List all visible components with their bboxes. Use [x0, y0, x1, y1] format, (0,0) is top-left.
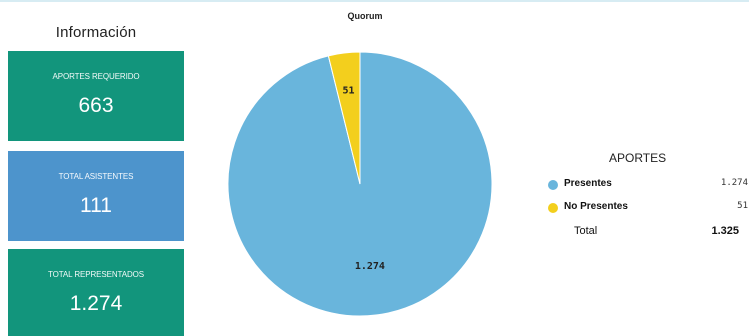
card-aportes-requerido: APORTES REQUERIDO 663 [8, 51, 184, 141]
legend-total-value: 1.325 [711, 225, 739, 237]
card-label: TOTAL ASISTENTES [58, 172, 134, 181]
card-value: 111 [80, 194, 112, 217]
legend-dot-presentes [548, 180, 558, 190]
quorum-pie-chart: 1.274 51 [227, 52, 493, 317]
legend-title: APORTES [609, 151, 667, 165]
legend-item-value: 51 [737, 201, 748, 211]
card-value: 663 [78, 94, 114, 117]
card-value: 1.274 [69, 292, 123, 315]
legend-total-label: Total [574, 225, 598, 237]
legend-item-no-presentes[interactable]: No Presentes 51 [548, 201, 748, 215]
legend-item-value: 1.274 [720, 178, 748, 188]
pie-slice-no-presentes[interactable] [327, 52, 361, 185]
legend-item-presentes[interactable]: Presentes 1.274 [548, 178, 748, 192]
chart-title: Quorum [347, 11, 383, 21]
legend-item-label: Presentes [564, 178, 612, 189]
legend-item-label: No Presentes [564, 201, 628, 212]
legend-dot-no-presentes [548, 203, 558, 213]
info-title: Información [55, 24, 137, 41]
card-label: APORTES REQUERIDO [52, 72, 140, 81]
pie-data-label: 1.274 [355, 261, 385, 272]
card-total-asistentes: TOTAL ASISTENTES 111 [8, 151, 184, 241]
card-total-representados: TOTAL REPRESENTADOS 1.274 [8, 249, 184, 336]
top-divider [0, 0, 749, 2]
card-label: TOTAL REPRESENTADOS [47, 270, 145, 279]
pie-data-label: 51 [343, 86, 355, 97]
